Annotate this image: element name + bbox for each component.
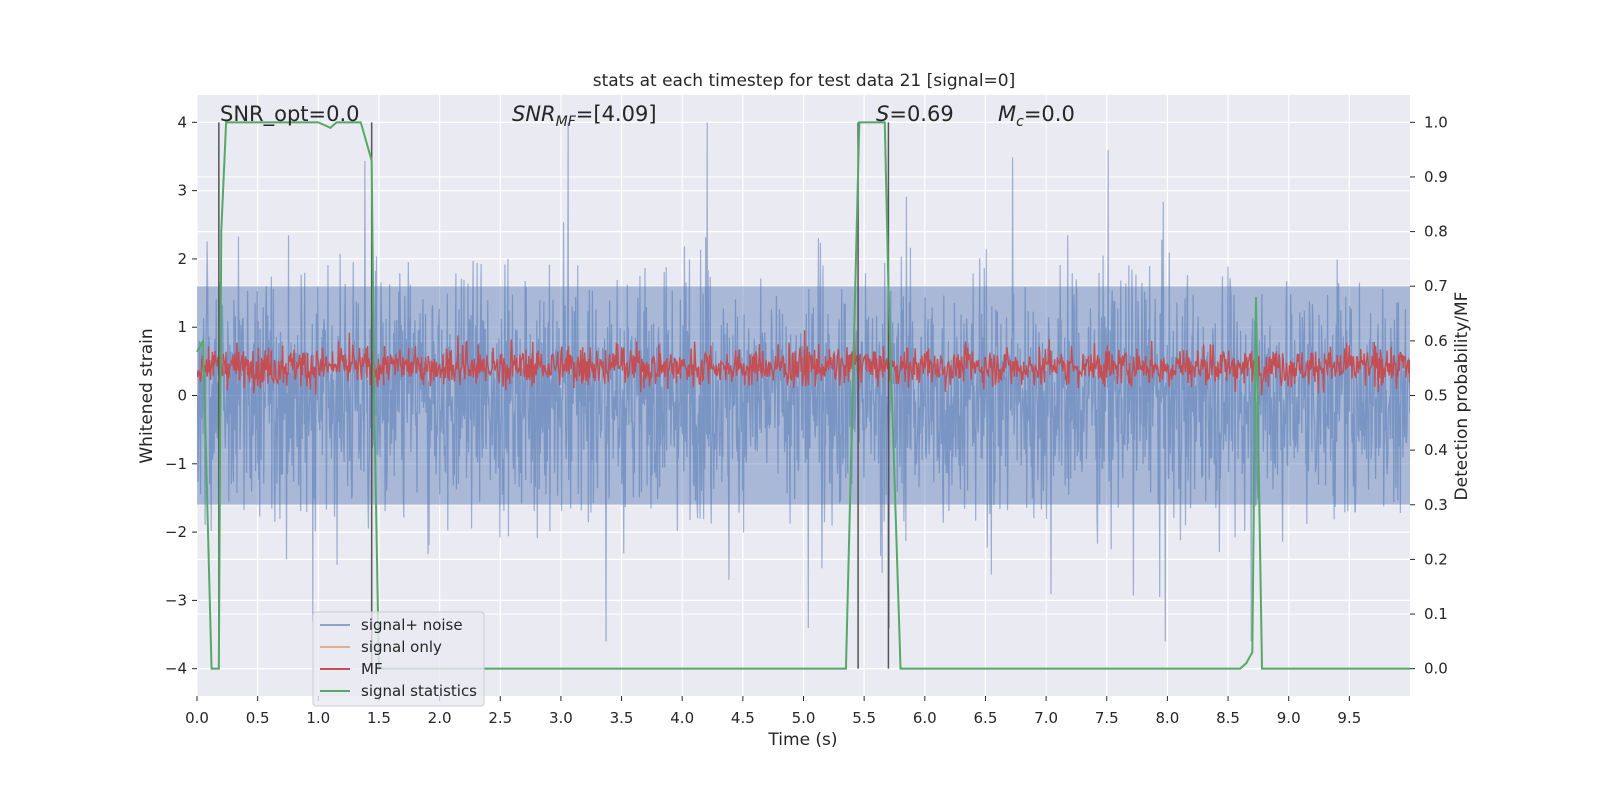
y-axis-label: Whitened strain bbox=[137, 328, 157, 463]
y-right-tick-label-2: 0.8 bbox=[1424, 223, 1448, 241]
y-tick-label-0: 4 bbox=[177, 113, 187, 131]
y-right-tick-label-4: 0.6 bbox=[1424, 332, 1448, 350]
x-axis-label: Time (s) bbox=[767, 730, 837, 750]
x-tick-label-9: 4.5 bbox=[731, 709, 755, 727]
series-signal-noise bbox=[197, 122, 1410, 642]
y-tick-label-4: 0 bbox=[177, 387, 187, 405]
annotation-s-value: =0.69 bbox=[889, 102, 953, 126]
y-right-tick-label-9: 0.1 bbox=[1424, 605, 1448, 623]
legend-entry-signal-noise: signal+ noise bbox=[320, 616, 463, 634]
annotation-mc-main: M bbox=[998, 102, 1016, 126]
annotation-snr-mf: SNRMF=[4.09] bbox=[512, 102, 657, 130]
y-right-tick-label-10: 0.0 bbox=[1424, 660, 1448, 678]
y-right-axis-label: Detection probability/MF bbox=[1452, 292, 1472, 501]
x-tick-label-0: 0.0 bbox=[185, 709, 209, 727]
signal-statistics-line bbox=[196, 121, 1410, 670]
legend-entry-signal-statistics: signal statistics bbox=[320, 682, 477, 700]
legend-entry-signal-only: signal only bbox=[320, 638, 442, 656]
annotation-mc-value: =0.0 bbox=[1024, 102, 1075, 126]
y-tick-label-6: −2 bbox=[165, 523, 187, 541]
y-right-tick-label-8: 0.2 bbox=[1424, 550, 1448, 568]
legend-label-signal-noise: signal+ noise bbox=[361, 616, 463, 634]
legend-box bbox=[312, 611, 485, 707]
x-tick-label-14: 7.0 bbox=[1034, 709, 1058, 727]
annotation-mc-sub: c bbox=[1016, 114, 1024, 130]
y-right-tick-label-5: 0.5 bbox=[1424, 387, 1448, 405]
y-right-tick-label-3: 0.7 bbox=[1424, 277, 1448, 295]
legend-label-signal-statistics: signal statistics bbox=[361, 682, 477, 700]
y-right-tick-label-7: 0.3 bbox=[1424, 496, 1448, 514]
x-tick-label-11: 5.5 bbox=[852, 709, 876, 727]
series-signal-statistics bbox=[196, 121, 1410, 670]
legend-label-signal-only: signal only bbox=[361, 638, 442, 656]
y-right-tick-label-6: 0.4 bbox=[1424, 441, 1448, 459]
y-tick-label-1: 3 bbox=[177, 182, 187, 200]
chart-title: stats at each timestep for test data 21 … bbox=[593, 71, 1016, 91]
y-axis-ticks: 4 3 2 1 0 −1 −2 −3 −4 bbox=[165, 113, 197, 678]
y-right-tick-label-0: 1.0 bbox=[1424, 113, 1448, 131]
x-tick-label-5: 2.5 bbox=[488, 709, 512, 727]
x-tick-label-15: 7.5 bbox=[1095, 709, 1119, 727]
x-tick-label-1: 0.5 bbox=[246, 709, 270, 727]
x-tick-label-7: 3.5 bbox=[610, 709, 634, 727]
x-tick-label-10: 5.0 bbox=[792, 709, 816, 727]
y-tick-label-3: 1 bbox=[177, 318, 187, 336]
x-tick-label-19: 9.5 bbox=[1337, 709, 1361, 727]
annotation-snr-mf-main: SNR bbox=[512, 102, 556, 126]
x-tick-label-13: 6.5 bbox=[974, 709, 998, 727]
x-tick-label-16: 8.0 bbox=[1155, 709, 1179, 727]
x-tick-label-4: 2.0 bbox=[428, 709, 452, 727]
x-axis-ticks: 0.0 0.5 1.0 1.5 2.0 2.5 3.0 3.5 4.0 4.5 5.0 5.5 6.0 6… bbox=[185, 696, 1361, 727]
x-tick-label-18: 9.0 bbox=[1277, 709, 1301, 727]
x-tick-label-2: 1.0 bbox=[306, 709, 330, 727]
y-right-axis-ticks: 1.0 0.9 0.8 0.7 0.6 0.5 0.4 0.3 0.2 0.1 0.0 bbox=[1410, 113, 1448, 678]
x-tick-label-17: 8.5 bbox=[1216, 709, 1240, 727]
series-mf bbox=[197, 330, 1410, 396]
y-right-tick-label-1: 0.9 bbox=[1424, 168, 1448, 186]
mf-line bbox=[197, 330, 1410, 396]
annotation-s-main: S bbox=[876, 102, 889, 126]
y-tick-label-5: −1 bbox=[165, 455, 187, 473]
signal-noise-line bbox=[197, 122, 1410, 642]
signal-noise-band bbox=[197, 286, 1410, 505]
legend-entry-mf: MF bbox=[320, 660, 383, 678]
annotation-mc: Mc=0.0 bbox=[998, 102, 1075, 130]
x-tick-label-6: 3.0 bbox=[549, 709, 573, 727]
legend-label-mf: MF bbox=[361, 660, 383, 678]
x-tick-label-8: 4.0 bbox=[670, 709, 694, 727]
annotation-snr-mf-sub: MF bbox=[556, 114, 577, 130]
legend: signal+ noise signal only MF signal stat… bbox=[312, 611, 485, 707]
x-tick-label-12: 6.0 bbox=[913, 709, 937, 727]
y-tick-label-8: −4 bbox=[165, 660, 187, 678]
x-tick-label-3: 1.5 bbox=[367, 709, 391, 727]
annotation-snr-opt: SNR_opt=0.0 bbox=[220, 102, 360, 127]
annotation-snr-mf-value: =[4.09] bbox=[576, 102, 657, 126]
annotation-s: S=0.69 bbox=[876, 102, 954, 126]
y-tick-label-2: 2 bbox=[177, 250, 187, 268]
y-tick-label-7: −3 bbox=[165, 591, 187, 609]
